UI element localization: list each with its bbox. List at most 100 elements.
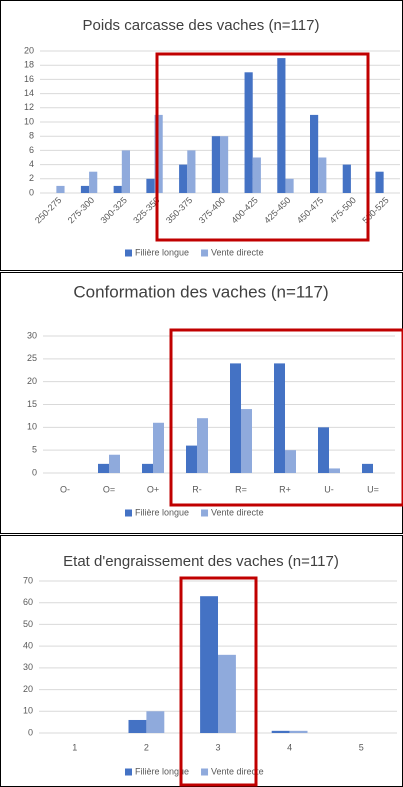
y-tick-label: 30 — [23, 662, 33, 672]
bar — [218, 654, 236, 733]
chart-title: Etat d'engraissement des vaches (n=117) — [63, 553, 339, 570]
chart-title: Conformation des vaches (n=117) — [73, 282, 328, 301]
bar — [89, 171, 98, 193]
y-tick-label: 12 — [24, 102, 34, 112]
y-tick-label: 25 — [27, 353, 37, 363]
bar — [113, 185, 122, 193]
y-tick-label: 20 — [27, 376, 37, 386]
bar — [200, 596, 218, 733]
x-tick-label: O= — [103, 484, 115, 494]
y-tick-label: 50 — [23, 619, 33, 629]
bar — [241, 409, 252, 473]
y-tick-label: 40 — [23, 641, 33, 651]
x-tick-label: 1 — [72, 742, 77, 752]
bar — [318, 427, 329, 473]
bar — [179, 164, 188, 193]
bar — [274, 363, 285, 473]
bar — [121, 150, 130, 193]
x-tick-label: R= — [235, 484, 247, 494]
x-tick-label: O- — [60, 484, 70, 494]
bar — [318, 157, 327, 193]
legend-label: Filière longue — [135, 247, 189, 257]
bar — [230, 363, 241, 473]
y-tick-label: 70 — [23, 575, 33, 585]
bar — [56, 185, 65, 193]
x-tick-label: U- — [324, 484, 334, 494]
bar — [220, 136, 229, 193]
y-tick-label: 10 — [27, 422, 37, 432]
x-tick-label: R+ — [279, 484, 291, 494]
x-tick-label: 475-500 — [328, 195, 358, 225]
highlight-box — [155, 52, 370, 242]
y-tick-label: 10 — [24, 116, 34, 126]
y-tick-label: 0 — [32, 467, 37, 477]
x-tick-label: 450-475 — [295, 195, 325, 225]
bar — [271, 730, 290, 733]
x-tick-label: 350-375 — [164, 195, 194, 225]
bar — [362, 463, 373, 473]
bar — [310, 114, 319, 193]
bar — [128, 719, 147, 733]
x-tick-label: 400-425 — [229, 195, 259, 225]
y-tick-label: 4 — [29, 159, 34, 169]
bar — [98, 463, 109, 473]
x-tick-label: 300-325 — [98, 195, 128, 225]
highlight-box — [179, 576, 258, 787]
y-tick-label: 8 — [29, 131, 34, 141]
panel-border — [0, 0, 403, 271]
bar — [211, 136, 220, 193]
legend-swatch — [125, 509, 132, 517]
x-tick-label: 275-300 — [66, 195, 96, 225]
y-tick-label: 60 — [23, 597, 33, 607]
bar — [285, 450, 296, 473]
chart-title: Poids carcasse des vaches (n=117) — [83, 17, 320, 34]
legend-label: Vente directe — [211, 507, 264, 517]
y-tick-label: 20 — [23, 684, 33, 694]
bar — [187, 150, 196, 193]
legend-swatch — [201, 768, 209, 776]
bar — [80, 185, 90, 193]
legend-label: Vente directe — [211, 247, 264, 257]
bar — [342, 164, 351, 193]
y-tick-label: 6 — [29, 145, 34, 155]
legend-swatch — [201, 509, 209, 517]
bar — [277, 58, 286, 193]
y-tick-label: 14 — [24, 88, 34, 98]
bar — [142, 463, 153, 473]
legend-label: Vente directe — [211, 766, 264, 776]
bar — [146, 711, 165, 733]
x-tick-label: 425-450 — [262, 195, 292, 225]
bar — [109, 454, 120, 473]
y-tick-label: 16 — [24, 74, 34, 84]
y-tick-label: 20 — [24, 45, 34, 55]
highlight-box — [169, 328, 403, 507]
bar — [289, 730, 308, 733]
y-tick-label: 30 — [27, 330, 37, 340]
legend-label: Filière longue — [135, 766, 189, 776]
y-tick-label: 10 — [23, 706, 33, 716]
y-tick-label: 18 — [24, 60, 34, 70]
x-tick-label: 4 — [287, 742, 292, 752]
bar — [186, 445, 197, 473]
x-tick-label: 250-275 — [33, 195, 63, 225]
bar — [329, 468, 340, 473]
legend-swatch — [201, 249, 209, 257]
y-tick-label: 0 — [28, 727, 33, 737]
x-tick-label: O+ — [147, 484, 159, 494]
bar — [197, 418, 208, 473]
x-tick-label: 500-525 — [360, 195, 390, 225]
bar — [154, 114, 163, 193]
x-tick-label: 375-400 — [197, 195, 227, 225]
bar — [285, 178, 294, 193]
bar — [153, 422, 164, 473]
x-tick-label: 3 — [215, 742, 220, 752]
y-tick-label: 5 — [32, 445, 37, 455]
bar — [375, 171, 384, 193]
legend-label: Filière longue — [135, 507, 189, 517]
x-tick-label: U= — [367, 484, 379, 494]
x-tick-label: 2 — [144, 742, 149, 752]
x-tick-label: 5 — [359, 742, 364, 752]
bar — [244, 72, 253, 193]
x-tick-label: R- — [192, 484, 202, 494]
